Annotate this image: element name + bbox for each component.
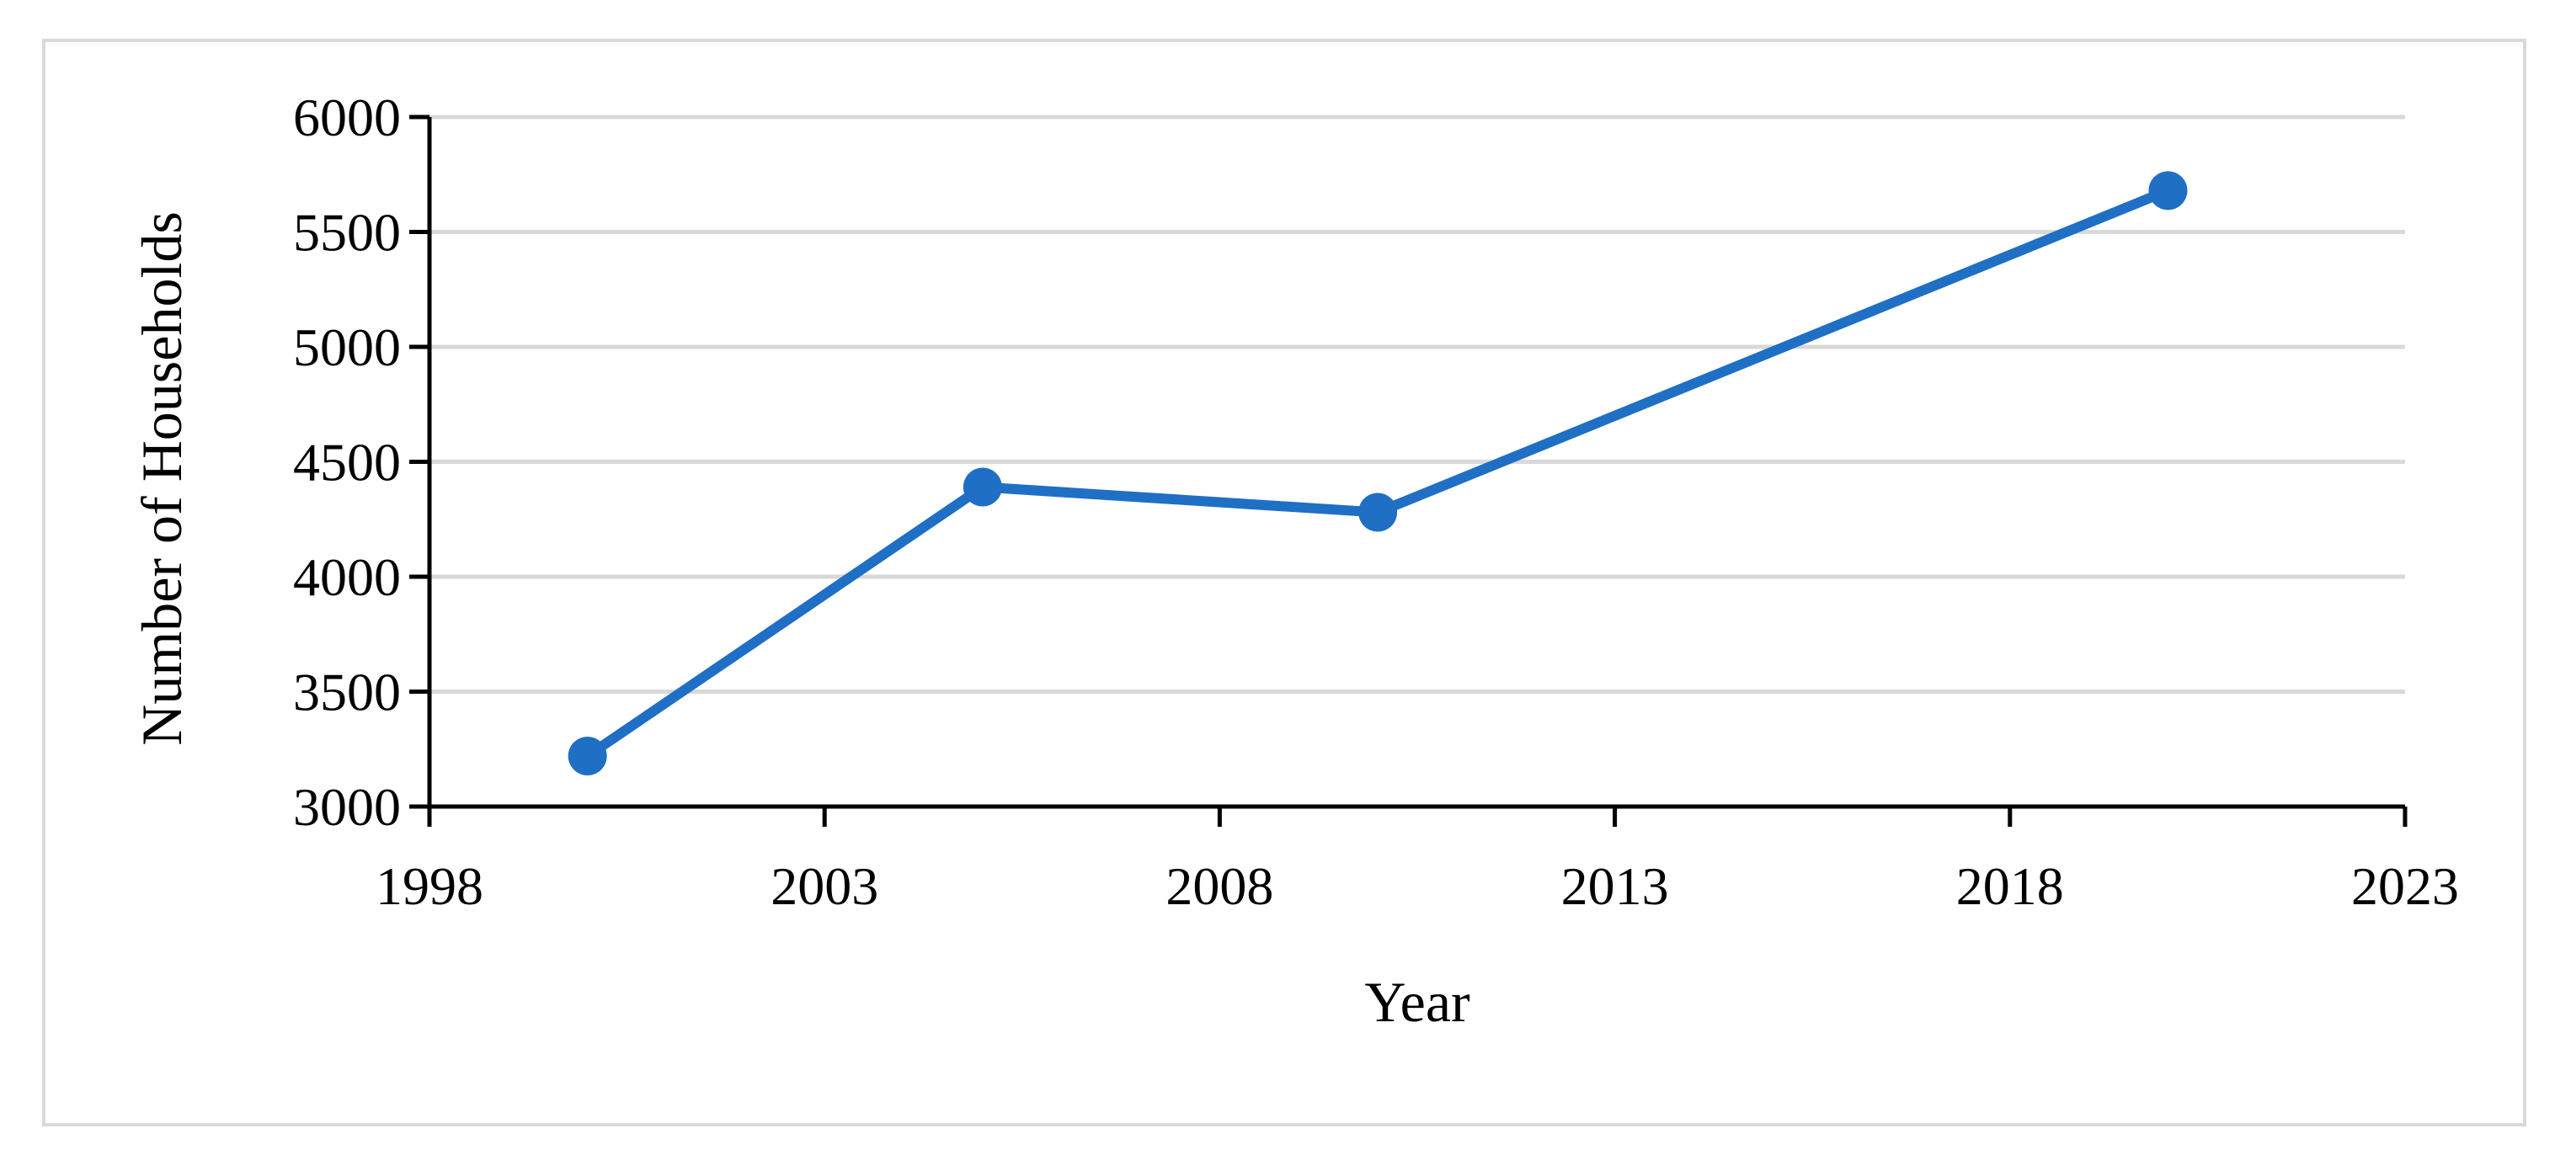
data-point-2020 [2148, 171, 2188, 210]
series-layer [568, 171, 2188, 775]
x-tick-label-2013: 2013 [1561, 856, 1669, 916]
tick-marks [409, 115, 2408, 827]
gridlines [429, 115, 2405, 694]
x-tick-label-2023: 2023 [2351, 856, 2459, 916]
y-tick-label-5000: 5000 [293, 317, 401, 377]
data-point-2000 [568, 736, 607, 775]
x-tick-label-2008: 2008 [1165, 856, 1273, 916]
y-axis-title: Number of Households [130, 211, 194, 746]
y-tick-label-3500: 3500 [293, 663, 401, 722]
x-tick-label-2003: 2003 [771, 856, 878, 916]
y-tick-label-3000: 3000 [293, 777, 401, 837]
x-axis-title: Year [1364, 970, 1470, 1034]
series-line-0 [582, 185, 2173, 761]
data-point-2010 [1358, 493, 1398, 532]
y-tick-labels: 3000 3500 4000 4500 5000 5500 6000 [293, 88, 401, 837]
y-tick-label-4000: 4000 [293, 547, 401, 607]
y-tick-label-5500: 5500 [293, 203, 401, 263]
data-point-2005 [963, 467, 1002, 507]
x-tick-label-2018: 2018 [1956, 856, 2064, 916]
x-tick-labels: 1998 2003 2008 2013 2018 2023 [376, 856, 2459, 916]
y-tick-label-4500: 4500 [293, 433, 401, 493]
chart-frame [42, 39, 2526, 1126]
y-tick-label-6000: 6000 [293, 88, 401, 147]
x-tick-label-1998: 1998 [376, 856, 483, 916]
